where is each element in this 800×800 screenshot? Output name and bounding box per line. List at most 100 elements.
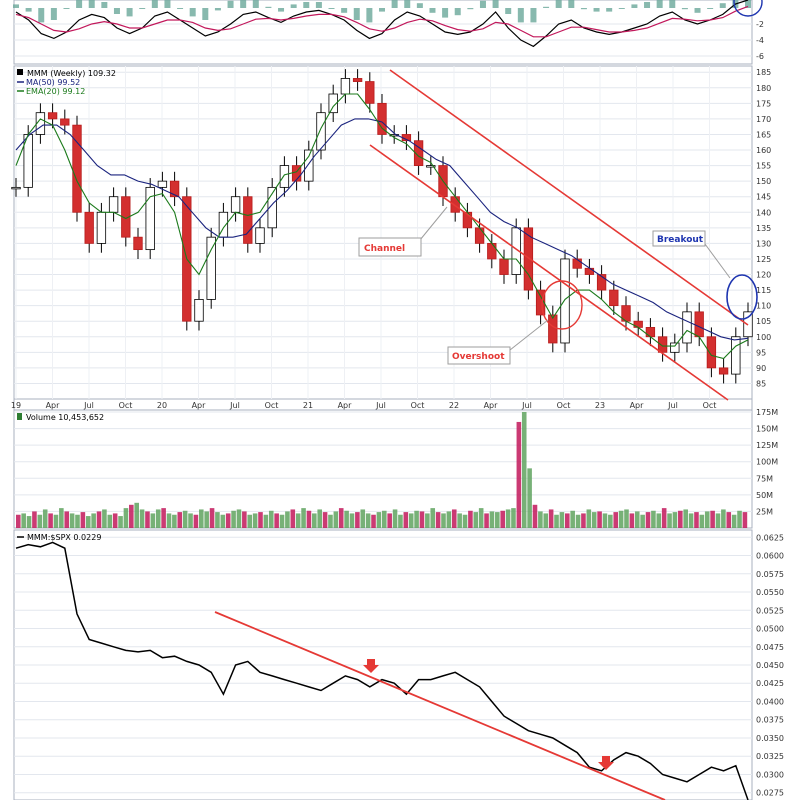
volume-bar [118, 516, 123, 528]
macd-histogram-bar [707, 8, 714, 9]
y-tick-label: 50M [756, 491, 773, 500]
price-candle [584, 267, 595, 275]
ratio-trendline [214, 611, 666, 800]
macd-histogram-bar [416, 3, 423, 9]
channel-label: Channel [364, 244, 405, 254]
y-tick-label: 120 [756, 271, 771, 280]
y-tick-label: 90 [756, 364, 766, 373]
volume-bar [554, 514, 559, 528]
volume-bar [21, 513, 26, 528]
x-tick-label: Oct [557, 401, 571, 410]
volume-bar [80, 512, 86, 528]
price-candle [72, 124, 82, 213]
y-tick-label: 0.0425 [756, 679, 784, 688]
y-tick-label: 0.0525 [756, 606, 784, 615]
volume-bar [64, 511, 70, 528]
volume-bar [683, 509, 688, 528]
x-tick-label: Apr [484, 401, 499, 410]
volume-bar [129, 504, 134, 528]
volume-bar [355, 512, 360, 528]
y-tick-label: 100M [756, 458, 778, 467]
price-candle [499, 258, 509, 275]
price-candle [670, 342, 680, 353]
macd-histogram-bar [139, 8, 146, 9]
macd-histogram-bar [669, 0, 676, 8]
macd-histogram-bar [618, 8, 625, 9]
y-tick-label: 165 [756, 130, 771, 139]
macd-histogram-bar [467, 8, 474, 10]
x-tick-label: 20 [157, 401, 167, 410]
volume-bar [629, 513, 635, 528]
volume-bar [618, 510, 624, 528]
volume-bar [548, 509, 554, 528]
macd-histogram-bar [530, 8, 537, 23]
volume-bar [667, 513, 672, 528]
volume-bar [247, 514, 253, 528]
macd-histogram-bar [214, 8, 221, 11]
y-tick-label: 0.0300 [756, 770, 784, 779]
macd-histogram-bar [303, 2, 310, 8]
x-tick-label: Oct [119, 401, 133, 410]
macd-histogram-bar [315, 2, 322, 8]
y-tick-label: 105 [756, 317, 771, 326]
volume-bar [150, 513, 156, 528]
macd-histogram-bar [442, 8, 449, 18]
y-tick-label: 25M [756, 507, 773, 516]
macd-series-line [15, 5, 749, 38]
volume-bar [392, 509, 398, 528]
macd-lines [13, 0, 751, 48]
overshoot-label: Overshoot [452, 352, 505, 362]
y-tick-label: -2 [756, 20, 764, 29]
volume-bar [258, 512, 263, 528]
y-tick-label: 145 [756, 193, 771, 202]
volume-bar [42, 509, 48, 528]
volume-bar [495, 512, 500, 528]
macd-histogram-bar [555, 0, 562, 8]
volume-bar [188, 513, 193, 528]
volume-bar [317, 509, 322, 528]
y-tick-label: 0.0325 [756, 752, 784, 761]
y-tick-label: 125 [756, 255, 771, 264]
y-tick-label: 180 [756, 84, 771, 93]
volume-bar [16, 514, 21, 528]
macd-histogram-bar [341, 8, 348, 13]
volume-bar [731, 514, 737, 528]
y-tick-label: 140 [756, 208, 771, 217]
price-candle [487, 242, 497, 260]
volume-bar [586, 509, 592, 528]
price-legend: MMM (Weekly) 109.32 MA(50) 99.52 EMA(20)… [17, 69, 116, 96]
volume-bar [559, 512, 565, 528]
macd-histogram-bar [454, 8, 461, 16]
volume-bar [672, 512, 678, 528]
volume-bar [468, 510, 473, 528]
macd-histogram-bar [164, 0, 171, 8]
volume-bar [145, 511, 150, 528]
volume-bar [285, 511, 290, 528]
volume-bar [430, 508, 436, 528]
volume-bar [69, 513, 75, 528]
volume-bar [134, 502, 139, 528]
volume-legend-label: Volume 10,453,652 [26, 413, 104, 422]
macd-histogram-bar [366, 8, 373, 23]
macd-histogram-bar [593, 8, 600, 12]
volume-bar [166, 513, 172, 528]
macd-histogram-bar [240, 0, 247, 8]
macd-histogram-bar [278, 8, 285, 12]
volume-bar [721, 509, 726, 528]
macd-histogram-bar [63, 8, 70, 9]
macd-histogram-bar [227, 0, 234, 8]
price-candle [243, 196, 253, 244]
x-tick-label: Oct [265, 401, 279, 410]
y-tick-label: 0.0400 [756, 697, 784, 706]
price-candle [267, 186, 277, 229]
y-tick-label: 75M [756, 474, 773, 483]
volume-bar [102, 509, 107, 528]
price-candle [47, 112, 58, 120]
y-tick-label: 110 [756, 302, 771, 311]
price-candle [206, 236, 216, 300]
volume-bar [387, 513, 392, 528]
volume-bar [209, 508, 215, 528]
volume-bar [419, 511, 425, 528]
y-tick-label: 170 [756, 115, 771, 124]
